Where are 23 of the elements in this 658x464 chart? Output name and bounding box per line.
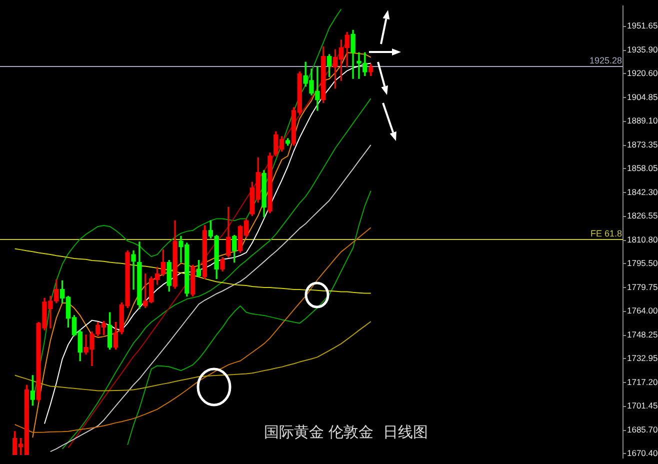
y-tick-label: 1748.25 [627,330,658,340]
y-tick-label: 1951.65 [627,20,658,31]
y-tick-label: 1858.05 [627,162,658,173]
y-tick-label: 1779.75 [627,282,658,292]
y-tick-label: 1717.20 [627,376,658,387]
ref-line-label: 1925.28 [589,55,622,66]
y-tick-label: 1889.10 [627,116,658,126]
y-tick-label: 1873.35 [627,140,658,150]
ref-line-label: FE 61.8 [590,228,622,238]
y-tick-label: 1732.95 [627,352,658,363]
y-tick-label: 1810.80 [627,234,658,245]
y-tick-label: 1685.70 [627,424,658,435]
y-tick-label: 1904.85 [627,92,658,102]
y-tick-label: 1920.60 [627,68,658,78]
y-tick-label: 1842.30 [627,186,658,197]
text: 国际黄金 伦敦金 日线图 [264,423,428,441]
y-tick-label: 1826.55 [627,210,658,221]
y-tick-label: 1795.50 [627,258,658,268]
y-tick-label: 1764.00 [627,306,658,316]
candlestick [131,250,136,290]
y-tick-label: 1701.45 [627,400,658,411]
y-tick-label: 1670.40 [627,448,658,458]
y-tick-label: 1935.90 [627,44,658,55]
